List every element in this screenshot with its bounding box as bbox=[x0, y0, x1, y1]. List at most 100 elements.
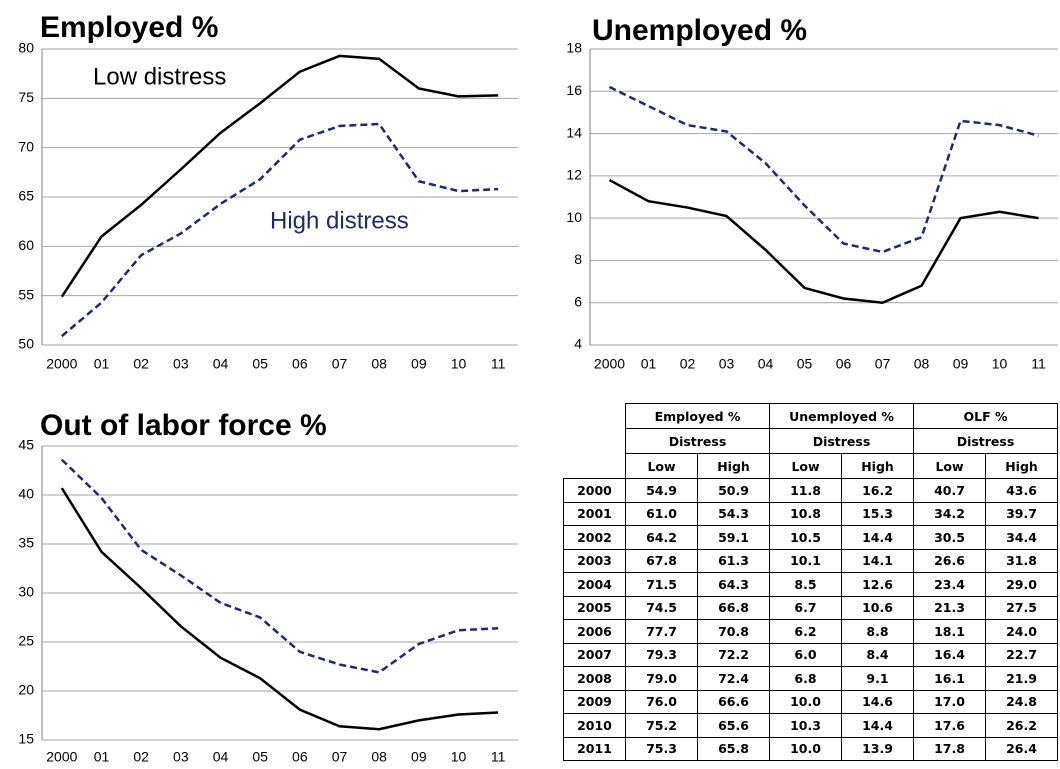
table-cell: 64.3 bbox=[697, 572, 770, 597]
x-tick-label: 11 bbox=[491, 356, 506, 372]
row-year: 2007 bbox=[563, 642, 626, 667]
y-tick-label: 65 bbox=[18, 188, 34, 204]
table-cell: 40.7 bbox=[913, 478, 986, 503]
table-cell: 16.4 bbox=[913, 642, 986, 667]
table-cell: 61.3 bbox=[697, 548, 770, 573]
table-row: 2006 77.7 70.8 6.2 8.8 18.1 24.0 bbox=[563, 619, 1058, 644]
row-year: 2001 bbox=[563, 501, 626, 526]
y-tick-label: 25 bbox=[18, 633, 34, 649]
table-cell: 76.0 bbox=[625, 689, 698, 714]
y-tick-label: 55 bbox=[18, 286, 34, 302]
y-tick-label: 10 bbox=[566, 209, 582, 225]
y-tick-label: 15 bbox=[18, 731, 34, 747]
y-tick-label: 70 bbox=[18, 138, 34, 154]
table-cell: 34.2 bbox=[913, 501, 986, 526]
table-row: 2010 75.2 65.6 10.3 14.4 17.6 26.2 bbox=[563, 713, 1058, 738]
y-tick-label: 45 bbox=[18, 437, 34, 453]
x-tick-label: 07 bbox=[332, 356, 348, 372]
table-cell: 75.2 bbox=[625, 713, 698, 738]
column-header: Low bbox=[625, 453, 698, 479]
y-tick-label: 30 bbox=[18, 584, 34, 600]
table-cell: 13.9 bbox=[841, 736, 914, 761]
column-header: Low bbox=[913, 453, 986, 479]
row-year: 2003 bbox=[563, 548, 626, 573]
column-header: High bbox=[841, 453, 914, 479]
x-tick-label: 10 bbox=[992, 356, 1008, 372]
table-row: 2005 74.5 66.8 6.7 10.6 21.3 27.5 bbox=[563, 595, 1058, 620]
x-tick-label: 04 bbox=[213, 356, 229, 372]
x-tick-label: 05 bbox=[252, 356, 268, 372]
x-tick-label: 07 bbox=[875, 356, 891, 372]
subgroup-header: Distress bbox=[769, 428, 914, 454]
table-cell: 14.4 bbox=[841, 525, 914, 550]
y-tick-label: 18 bbox=[566, 40, 582, 56]
table-cell: 79.0 bbox=[625, 666, 698, 691]
row-year: 2009 bbox=[563, 689, 626, 714]
table-cell: 59.1 bbox=[697, 525, 770, 550]
x-tick-label: 08 bbox=[371, 749, 387, 765]
table-cell: 8.4 bbox=[841, 642, 914, 667]
chart-title: Unemployed % bbox=[592, 14, 807, 47]
table-cell: 10.0 bbox=[769, 736, 842, 761]
series-label: High distress bbox=[270, 207, 409, 234]
row-year: 2008 bbox=[563, 666, 626, 691]
row-year: 2011 bbox=[563, 736, 626, 761]
x-tick-label: 08 bbox=[914, 356, 930, 372]
x-tick-label: 04 bbox=[758, 356, 774, 372]
table-cell: 75.3 bbox=[625, 736, 698, 761]
table-cell: 17.6 bbox=[913, 713, 986, 738]
x-tick-label: 01 bbox=[94, 749, 110, 765]
x-tick-label: 11 bbox=[1031, 356, 1046, 372]
table-cell: 10.6 bbox=[841, 595, 914, 620]
x-tick-label: 08 bbox=[371, 356, 387, 372]
table-cell: 64.2 bbox=[625, 525, 698, 550]
row-year: 2005 bbox=[563, 595, 626, 620]
table-cell: 9.1 bbox=[841, 666, 914, 691]
y-tick-label: 40 bbox=[18, 486, 34, 502]
table-row: Distress Distress Distress bbox=[564, 428, 1058, 454]
table-cell: 65.8 bbox=[697, 736, 770, 761]
x-tick-label: 09 bbox=[411, 356, 427, 372]
table-cell: 6.8 bbox=[769, 666, 842, 691]
x-tick-label: 01 bbox=[94, 356, 110, 372]
x-tick-label: 02 bbox=[133, 356, 149, 372]
table-cell: 6.7 bbox=[769, 595, 842, 620]
y-tick-label: 4 bbox=[574, 336, 582, 352]
table-row: 2007 79.3 72.2 6.0 8.4 16.4 22.7 bbox=[563, 642, 1058, 667]
table-row: Employed % Unemployed % OLF % bbox=[564, 403, 1058, 429]
x-tick-label: 06 bbox=[292, 749, 308, 765]
x-tick-label: 09 bbox=[411, 749, 427, 765]
column-header: High bbox=[985, 453, 1058, 479]
table-cell: 43.6 bbox=[985, 478, 1058, 503]
x-tick-label: 05 bbox=[797, 356, 813, 372]
table-row: 2009 76.0 66.6 10.0 14.6 17.0 24.8 bbox=[563, 689, 1058, 714]
table-cell: 17.0 bbox=[913, 689, 986, 714]
blank-cell bbox=[564, 404, 626, 429]
y-tick-label: 75 bbox=[18, 89, 34, 105]
y-tick-label: 16 bbox=[566, 82, 582, 98]
table-cell: 66.6 bbox=[697, 689, 770, 714]
row-year: 2006 bbox=[563, 619, 626, 644]
table-cell: 21.3 bbox=[913, 595, 986, 620]
table-cell: 30.5 bbox=[913, 525, 986, 550]
table-cell: 24.8 bbox=[985, 689, 1058, 714]
x-tick-label: 03 bbox=[719, 356, 735, 372]
y-tick-label: 12 bbox=[566, 167, 582, 183]
group-header: Unemployed % bbox=[769, 403, 914, 429]
table-cell: 23.4 bbox=[913, 572, 986, 597]
table-cell: 27.5 bbox=[985, 595, 1058, 620]
table-row: Low High Low High Low High bbox=[564, 453, 1058, 479]
table-cell: 10.3 bbox=[769, 713, 842, 738]
column-header: Low bbox=[769, 453, 842, 479]
x-tick-label: 02 bbox=[133, 749, 149, 765]
table-cell: 54.3 bbox=[697, 501, 770, 526]
x-tick-label: 01 bbox=[641, 356, 657, 372]
table-cell: 16.1 bbox=[913, 666, 986, 691]
table-cell: 26.4 bbox=[985, 736, 1058, 761]
table-cell: 10.0 bbox=[769, 689, 842, 714]
table-cell: 14.1 bbox=[841, 548, 914, 573]
table-cell: 65.6 bbox=[697, 713, 770, 738]
series-line bbox=[60, 458, 499, 674]
column-header: High bbox=[697, 453, 770, 479]
